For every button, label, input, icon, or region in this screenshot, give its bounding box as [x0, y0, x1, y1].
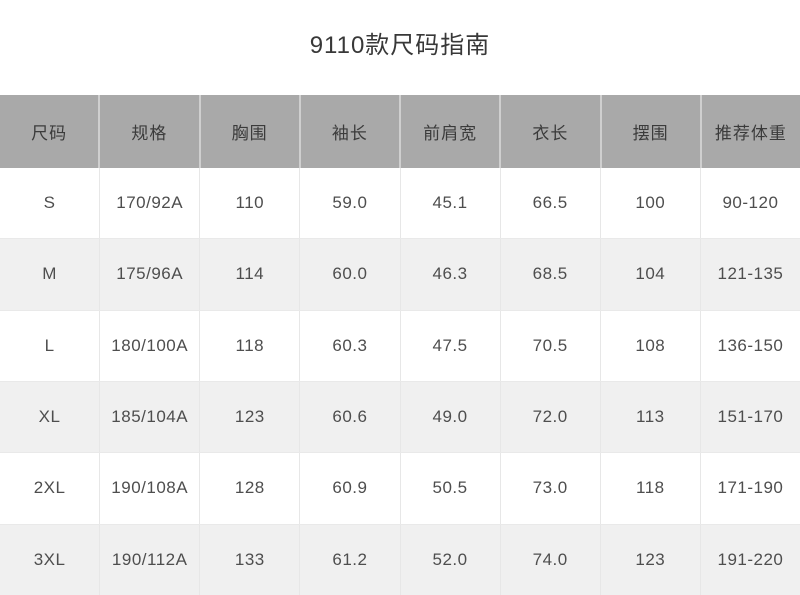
column-header-hem: 摆围	[599, 95, 700, 168]
column-header-shoulder: 前肩宽	[399, 95, 500, 168]
table-cell: 104	[599, 239, 700, 310]
size-cell: M	[42, 264, 57, 284]
table-cell: 108	[599, 310, 700, 381]
table-cell: 46.3	[399, 239, 500, 310]
table-cell: 72.0	[499, 381, 600, 453]
table-row: L 180/100A 118 60.3 47.5 70.5 108 136-150	[0, 309, 800, 381]
table-cell: 133	[199, 524, 299, 595]
table-cell: 136-150	[699, 310, 800, 381]
table-cell: 191-220	[699, 524, 800, 595]
table-body: S 170/92A 110 59.0 45.1 66.5 100 90-120 M 175/96A…	[0, 168, 800, 595]
table-cell: 60.6	[299, 381, 399, 453]
table-row: XL 185/104A 123 60.6 49.0 72.0 113 151-170	[0, 380, 800, 453]
table-cell: 128	[199, 453, 299, 524]
table-cell: 59.0	[299, 168, 399, 239]
size-cell: 3XL	[33, 549, 66, 569]
table-cell: 45.1	[399, 168, 500, 239]
table-cell: 50.5	[399, 453, 500, 524]
column-header-size: 尺码	[0, 95, 99, 168]
size-cell: L	[44, 335, 55, 355]
table-cell: 114	[199, 239, 299, 310]
column-header-weight: 推荐体重	[699, 95, 800, 168]
table-cell: 175/96A	[99, 239, 199, 310]
table-cell: 73.0	[499, 453, 600, 524]
table-cell: 60.3	[299, 310, 399, 381]
table-cell: 68.5	[499, 239, 600, 310]
table-cell: 171-190	[699, 453, 800, 524]
table-cell: 190/108A	[99, 453, 199, 524]
table-row: 2XL 190/108A 128 60.9 50.5 73.0 118 171-190	[0, 452, 800, 524]
table-cell: 123	[199, 381, 299, 453]
column-header-length: 衣长	[499, 95, 600, 168]
column-header-sleeve: 袖长	[298, 95, 399, 168]
table-cell: 60.9	[299, 453, 399, 524]
table-cell: 66.5	[499, 168, 600, 239]
table-cell: 151-170	[699, 381, 800, 453]
table-cell: 118	[599, 453, 700, 524]
table-cell: 100	[599, 168, 700, 239]
table-cell: 190/112A	[99, 524, 199, 595]
table-cell: 123	[599, 524, 700, 595]
table-row: M 175/96A 114 60.0 46.3 68.5 104 121-135	[0, 238, 800, 310]
table-cell: 70.5	[499, 310, 600, 381]
table-cell: 121-135	[699, 239, 800, 310]
column-header-spec: 规格	[98, 95, 199, 168]
size-cell: XL	[38, 407, 61, 427]
size-cell: S	[43, 193, 56, 213]
table-cell: 180/100A	[99, 310, 199, 381]
table-cell: 110	[199, 168, 299, 239]
table-cell: 60.0	[299, 239, 399, 310]
table-cell: 49.0	[399, 381, 500, 453]
table-cell: 185/104A	[99, 381, 199, 453]
size-cell: 2XL	[33, 478, 66, 498]
size-table: 尺码 规格 胸围 袖长 前肩宽 衣长 摆围 推荐体重 S 170/92A 110 59…	[0, 95, 800, 595]
table-row: 3XL 190/112A 133 61.2 52.0 74.0 123 191-220	[0, 523, 800, 595]
table-header-row: 尺码 规格 胸围 袖长 前肩宽 衣长 摆围 推荐体重	[0, 95, 800, 168]
table-cell: 47.5	[399, 310, 500, 381]
table-row: S 170/92A 110 59.0 45.1 66.5 100 90-120	[0, 168, 800, 239]
page-title: 9110款尺码指南	[309, 32, 491, 59]
table-cell: 90-120	[699, 168, 800, 239]
table-cell: 74.0	[499, 524, 600, 595]
table-cell: 170/92A	[99, 168, 199, 239]
table-cell: 52.0	[399, 524, 500, 595]
table-cell: 118	[199, 310, 299, 381]
column-header-chest: 胸围	[198, 95, 299, 168]
table-cell: 113	[599, 381, 700, 453]
table-cell: 61.2	[299, 524, 399, 595]
